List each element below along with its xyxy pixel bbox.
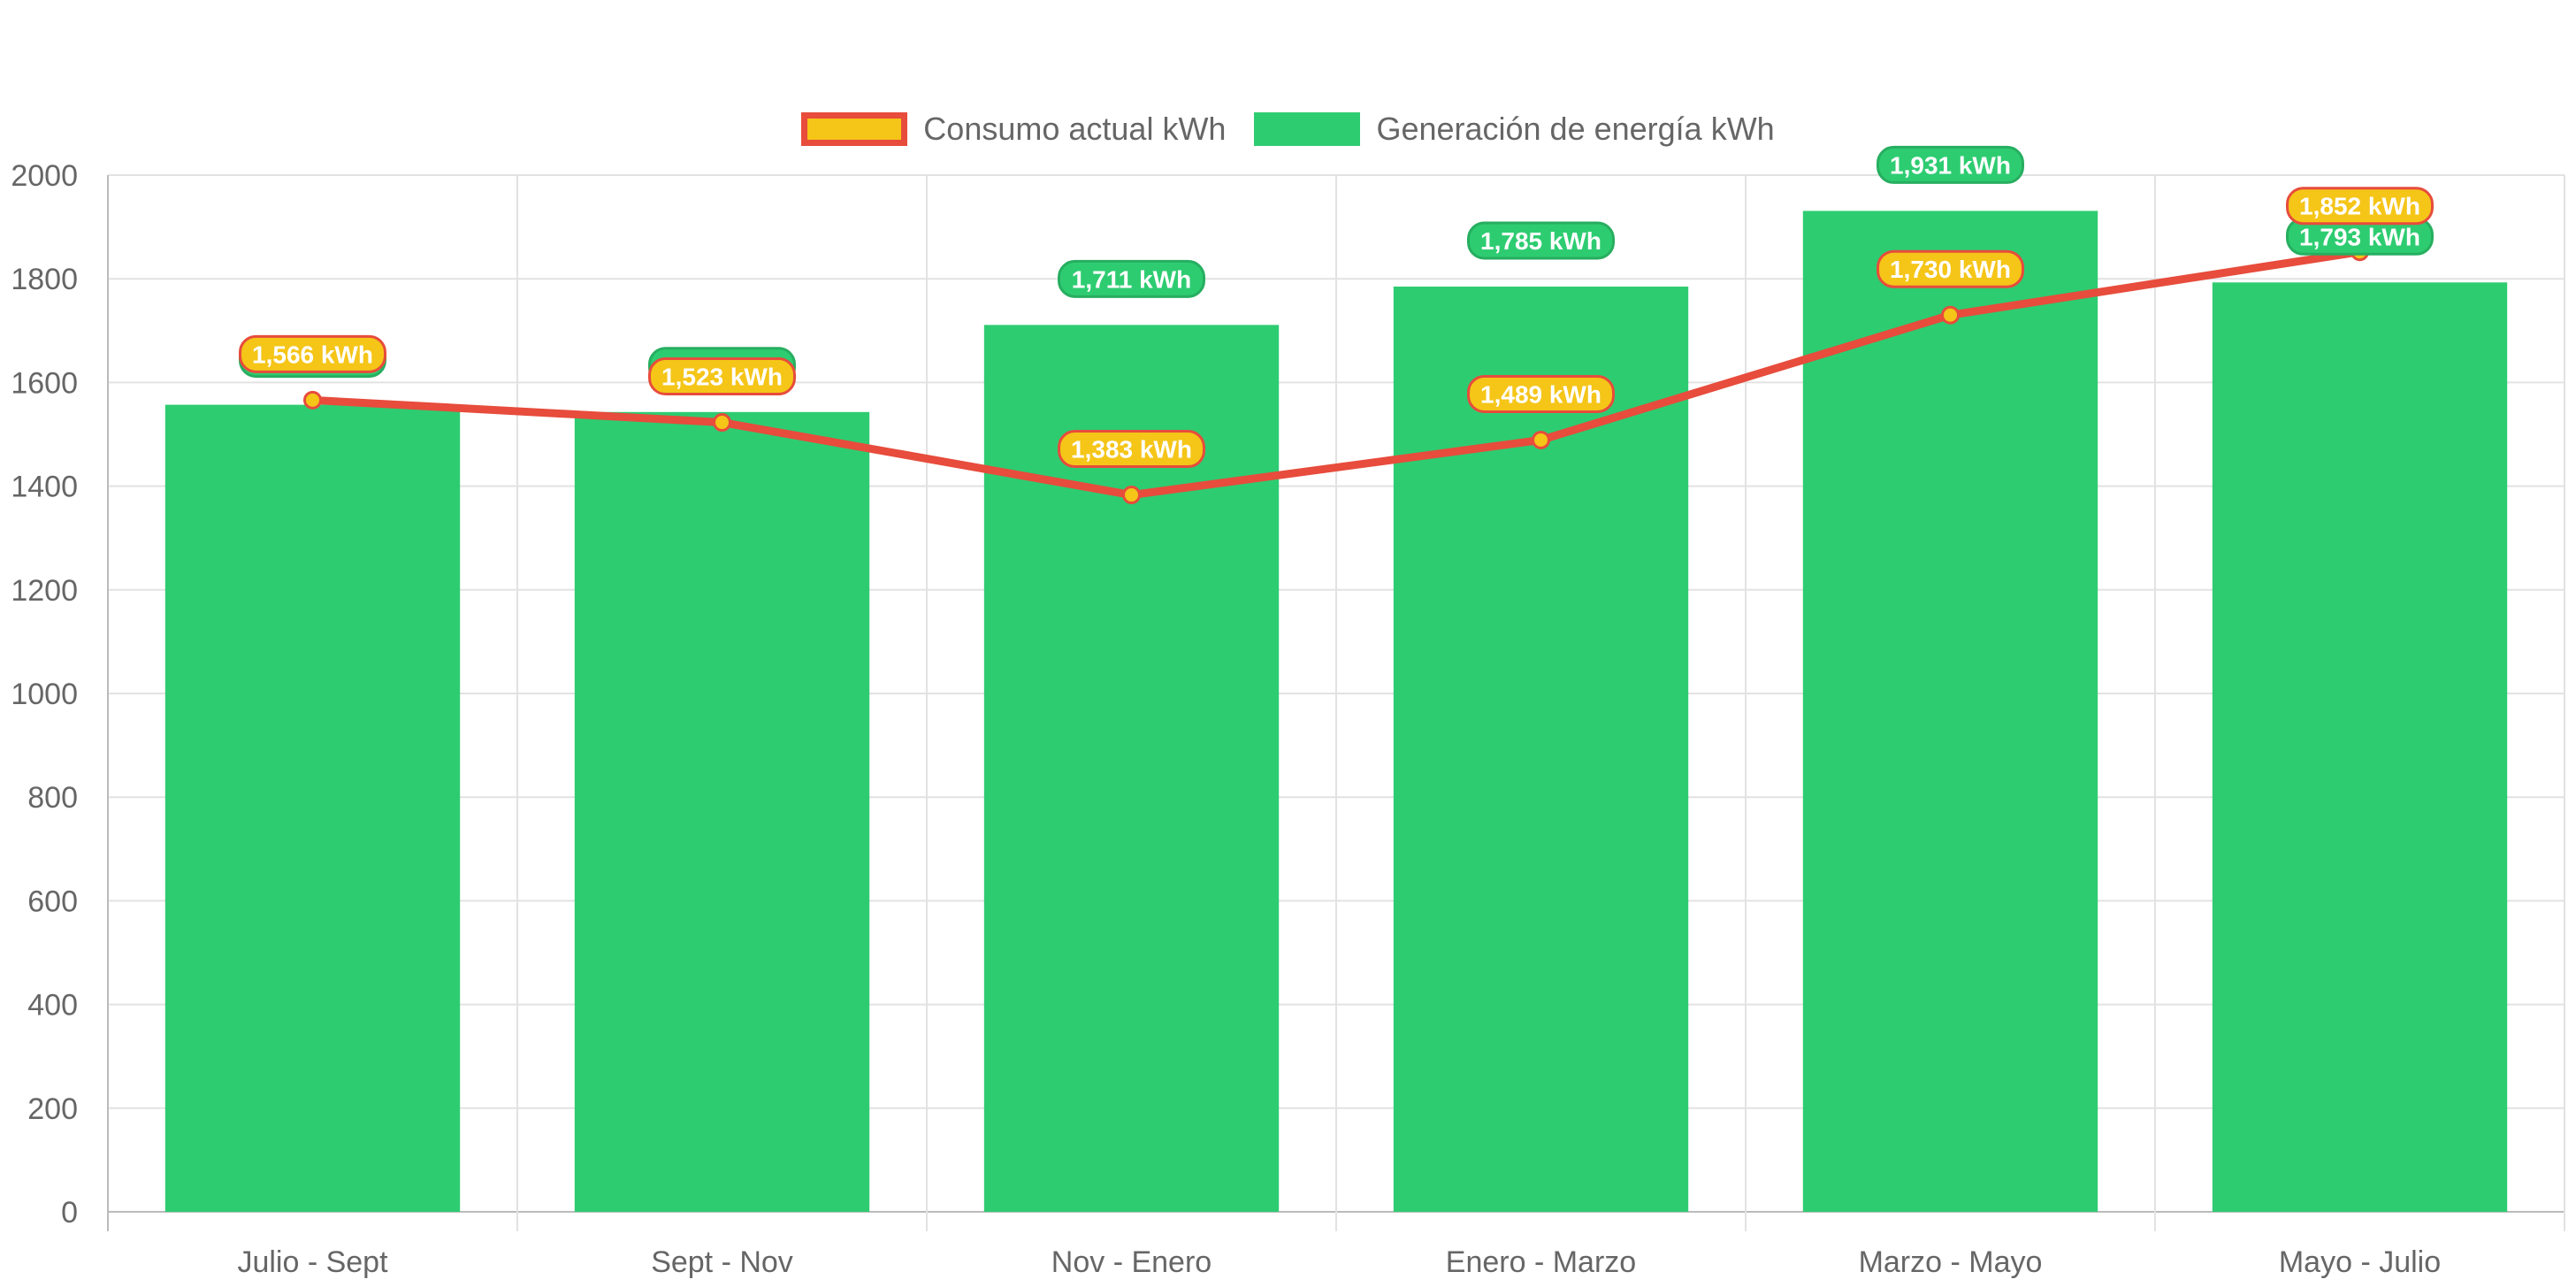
x-tick-label: Nov - Enero	[1051, 1245, 1212, 1279]
data-label-generacion-bg	[1877, 145, 2024, 184]
line-point[interactable]	[1941, 305, 1960, 325]
x-tick-label: Marzo - Mayo	[1859, 1245, 2043, 1279]
bar[interactable]	[1393, 286, 1689, 1212]
x-tick-label: Julio - Sept	[237, 1245, 388, 1279]
legend: Consumo actual kWh Generación de energía…	[0, 111, 2576, 148]
y-tick-label: 1600	[11, 366, 78, 400]
data-label-consumo: 1,566 kWh	[239, 334, 386, 373]
legend-swatch-consumo	[801, 112, 908, 146]
data-label-consumo: 1,383 kWh	[1058, 430, 1205, 469]
data-label-generacion-text: 1,785 kWh	[1480, 227, 1601, 255]
y-tick-label: 1000	[11, 678, 78, 711]
y-tick-label: 1400	[11, 471, 78, 504]
data-label-consumo: 1,523 kWh	[648, 357, 796, 396]
bar[interactable]	[1802, 211, 2098, 1213]
bar[interactable]	[574, 411, 870, 1212]
data-label-generacion-bg	[1058, 259, 1205, 298]
data-label-consumo-bg	[648, 357, 796, 396]
x-tick-label: Sept - Nov	[651, 1245, 793, 1279]
data-label-consumo-text: 1,852 kWh	[2299, 193, 2420, 220]
line-point[interactable]	[713, 413, 731, 433]
legend-item-consumo[interactable]: Consumo actual kWh	[801, 111, 1226, 148]
x-tick-label: Enero - Marzo	[1446, 1245, 1636, 1279]
line-point[interactable]	[1532, 430, 1550, 449]
x-tick-label: Mayo - Julio	[2279, 1245, 2441, 1279]
y-tick-label: 1200	[11, 574, 78, 608]
data-label-consumo-text: 1,523 kWh	[661, 364, 783, 391]
bar[interactable]	[2212, 282, 2508, 1212]
legend-swatch-generacion	[1254, 112, 1361, 146]
data-label-consumo-bg	[1058, 430, 1205, 469]
line-consumo	[309, 248, 2364, 500]
line-point[interactable]	[303, 390, 322, 410]
data-label-consumo-text: 1,489 kWh	[1480, 380, 1601, 408]
grid: 0 200 400 600 800 1000 1200 1400 1600 1800 2000	[11, 159, 2565, 1231]
data-label-consumo: 1,730 kWh	[1877, 249, 2024, 288]
data-label-consumo: 1,852 kWh	[2286, 187, 2434, 226]
bar[interactable]	[164, 404, 461, 1212]
bars-generacion	[164, 211, 2508, 1213]
data-label-generacion-text: 1,793 kWh	[2299, 223, 2420, 250]
data-label-generacion: 1,711 kWh	[1058, 259, 1205, 298]
data-label-consumo-bg	[1467, 374, 1615, 413]
legend-label-consumo: Consumo actual kWh	[923, 111, 1227, 147]
data-label-consumo-text: 1,383 kWh	[1071, 436, 1192, 463]
y-tick-label: 600	[27, 885, 78, 918]
y-tick-label: 200	[27, 1092, 78, 1126]
data-label-consumo-bg	[239, 334, 386, 373]
data-label-consumo: 1,489 kWh	[1467, 374, 1615, 413]
data-label-consumo-text: 1,566 kWh	[252, 341, 373, 368]
data-label-generacion: 1,793 kWh	[2286, 217, 2434, 256]
line-point[interactable]	[1122, 486, 1141, 505]
data-label-consumo-bg	[1877, 249, 2024, 288]
data-label-generacion-text: 1,711 kWh	[1072, 265, 1191, 293]
legend-item-generacion[interactable]: Generación de energía kWh	[1254, 111, 1775, 148]
y-tick-label: 2000	[11, 159, 78, 193]
y-tick-label: 800	[27, 781, 78, 815]
data-label-generacion-text: 1,931 kWh	[1890, 151, 2011, 179]
y-tick-label: 0	[61, 1196, 78, 1230]
data-label-generacion: 1,785 kWh	[1467, 221, 1615, 260]
data-label-consumo-bg	[2286, 187, 2434, 226]
data-label-generacion: 1,931 kWh	[1877, 145, 2024, 184]
legend-label-generacion: Generación de energía kWh	[1376, 111, 1775, 147]
y-tick-label: 400	[27, 989, 78, 1023]
bar[interactable]	[983, 325, 1280, 1212]
data-label-generacion-bg	[1467, 221, 1615, 260]
data-label-consumo-text: 1,730 kWh	[1890, 256, 2011, 283]
y-tick-label: 1800	[11, 263, 78, 296]
